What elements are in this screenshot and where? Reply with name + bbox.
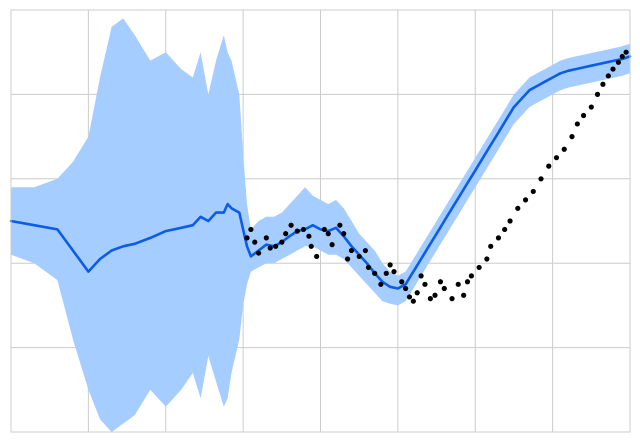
observation-point (418, 273, 424, 279)
plot-frame (10, 9, 631, 433)
observation-point (248, 226, 254, 233)
confidence-band (11, 18, 630, 433)
observation-point (569, 134, 575, 140)
observation-point (244, 235, 250, 241)
observation-point (267, 245, 273, 251)
observation-point (344, 256, 351, 262)
observation-point (294, 228, 300, 234)
observation-point (610, 66, 616, 72)
observation-point (455, 281, 461, 287)
observation-point (495, 235, 502, 241)
observation-point (502, 226, 508, 233)
observation-point (263, 235, 269, 241)
observation-point (321, 226, 327, 233)
observation-points (244, 49, 629, 304)
observation-point (341, 231, 347, 237)
observation-point (308, 243, 314, 249)
observation-point (288, 222, 294, 228)
observation-point (427, 296, 433, 302)
observation-point (605, 73, 611, 79)
observation-point (574, 121, 580, 127)
observation-point (406, 294, 413, 300)
observation-point (383, 270, 389, 276)
observation-point (356, 253, 362, 260)
observation-point (488, 243, 494, 249)
observation-point (399, 279, 405, 285)
observation-point (615, 59, 621, 65)
observation-point (256, 250, 262, 256)
observation-point (461, 292, 467, 298)
observation-point (546, 163, 552, 169)
observation-point (468, 273, 474, 279)
observation-point (403, 285, 409, 292)
observation-point (600, 81, 606, 87)
observation-point (273, 243, 279, 249)
observation-point (538, 176, 544, 182)
observation-point (449, 296, 455, 302)
observation-point (437, 279, 444, 285)
observation-point (484, 256, 490, 262)
observation-point (561, 146, 567, 152)
observation-point (553, 155, 560, 161)
observation-point (279, 239, 285, 245)
observation-point (362, 247, 368, 254)
observation-point (252, 239, 258, 245)
observation-point (283, 231, 289, 237)
observation-point (441, 285, 447, 292)
observation-point (378, 281, 384, 287)
observation-point (348, 247, 355, 254)
observation-point (410, 298, 416, 304)
observation-point (507, 218, 513, 224)
observation-point (314, 253, 320, 260)
observation-point (372, 270, 378, 276)
observation-point (619, 53, 625, 60)
observation-point (476, 264, 482, 271)
observation-point (623, 49, 629, 55)
observation-point (391, 269, 397, 275)
mean-line (9, 55, 632, 290)
observation-point (337, 222, 343, 228)
observation-point (432, 292, 438, 298)
observation-point (594, 91, 601, 97)
observation-point (387, 262, 393, 268)
observation-point (325, 231, 331, 237)
observation-point (300, 226, 307, 233)
observation-point (306, 233, 312, 239)
observation-point (422, 281, 428, 287)
observation-point (522, 197, 529, 203)
observation-point (515, 205, 521, 211)
observation-point (329, 242, 335, 248)
observation-point (414, 290, 420, 296)
observation-point (588, 104, 594, 110)
observation-point (464, 279, 471, 285)
observation-point (530, 188, 536, 195)
observation-point (365, 264, 372, 271)
observation-point (580, 112, 587, 119)
